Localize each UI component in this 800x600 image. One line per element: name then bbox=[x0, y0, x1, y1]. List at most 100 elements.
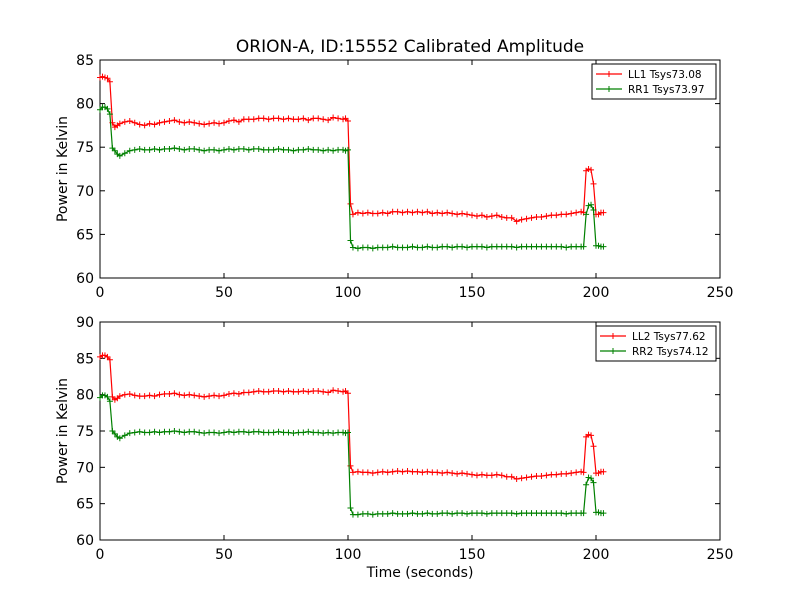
data-point bbox=[166, 428, 173, 435]
data-point bbox=[191, 428, 198, 435]
data-point bbox=[568, 210, 575, 217]
data-point bbox=[364, 510, 371, 517]
data-point bbox=[300, 429, 307, 436]
x-tick-label: 0 bbox=[96, 285, 105, 301]
data-point bbox=[146, 120, 153, 127]
data-point bbox=[285, 115, 292, 122]
data-point bbox=[444, 510, 451, 517]
data-point bbox=[590, 479, 597, 486]
data-point bbox=[508, 510, 515, 517]
data-point bbox=[265, 116, 272, 123]
data-point bbox=[305, 388, 312, 395]
data-point bbox=[600, 243, 607, 250]
data-point bbox=[464, 470, 471, 477]
data-point bbox=[347, 237, 354, 244]
data-point bbox=[161, 118, 168, 125]
y-tick-label: 70 bbox=[76, 460, 94, 476]
data-point bbox=[354, 511, 361, 518]
data-point bbox=[404, 510, 411, 517]
data-point bbox=[473, 472, 480, 479]
data-point bbox=[300, 388, 307, 395]
data-point bbox=[354, 209, 361, 216]
data-point bbox=[156, 391, 163, 398]
legend-marker bbox=[606, 71, 612, 77]
data-point bbox=[513, 510, 520, 517]
data-point bbox=[260, 115, 267, 122]
data-point bbox=[146, 392, 153, 399]
data-point bbox=[563, 510, 570, 517]
data-point bbox=[349, 211, 356, 218]
data-point bbox=[325, 146, 332, 153]
data-point bbox=[354, 468, 361, 475]
data-point bbox=[176, 118, 183, 125]
data-point bbox=[379, 209, 386, 216]
data-point bbox=[483, 244, 490, 251]
data-point bbox=[384, 469, 391, 476]
data-point bbox=[201, 393, 208, 400]
data-point bbox=[121, 150, 128, 157]
data-point bbox=[389, 468, 396, 475]
data-point bbox=[419, 244, 426, 251]
data-point bbox=[444, 469, 451, 476]
legend-label: RR2 Tsys74.12 bbox=[632, 346, 709, 358]
data-point bbox=[295, 116, 302, 123]
data-point bbox=[186, 391, 193, 398]
data-point bbox=[414, 208, 421, 215]
data-point bbox=[255, 388, 262, 395]
data-point bbox=[478, 212, 485, 219]
data-point bbox=[347, 462, 354, 469]
data-point bbox=[424, 510, 431, 517]
x-tick-label: 50 bbox=[215, 285, 233, 301]
data-point bbox=[270, 146, 277, 153]
data-point bbox=[280, 116, 287, 123]
series-rr2 bbox=[97, 392, 607, 518]
data-point bbox=[449, 510, 456, 517]
data-point bbox=[196, 120, 203, 127]
data-point bbox=[106, 78, 113, 85]
data-point bbox=[409, 510, 416, 517]
data-point bbox=[488, 472, 495, 479]
data-point bbox=[434, 244, 441, 251]
data-point bbox=[449, 244, 456, 251]
x-tick-label: 100 bbox=[335, 547, 362, 563]
data-point bbox=[290, 147, 297, 154]
data-point bbox=[225, 390, 232, 397]
data-point bbox=[166, 145, 173, 152]
data-point bbox=[216, 147, 223, 154]
data-point bbox=[553, 212, 560, 219]
chart-title: ORION-A, ID:15552 Calibrated Amplitude bbox=[236, 37, 584, 57]
data-point bbox=[369, 511, 376, 518]
data-point bbox=[191, 145, 198, 152]
data-point bbox=[573, 469, 580, 476]
data-point bbox=[518, 216, 525, 223]
data-point bbox=[588, 475, 595, 482]
data-point bbox=[434, 469, 441, 476]
y-tick-label: 60 bbox=[76, 533, 94, 549]
data-point bbox=[394, 208, 401, 215]
data-point bbox=[255, 428, 262, 435]
data-point bbox=[588, 166, 595, 173]
data-point bbox=[563, 470, 570, 477]
data-point bbox=[434, 209, 441, 216]
data-point bbox=[166, 118, 173, 125]
data-point bbox=[196, 429, 203, 436]
legend: LL2 Tsys77.62 RR2 Tsys74.12 bbox=[595, 325, 717, 362]
data-point bbox=[543, 213, 550, 220]
data-point bbox=[409, 243, 416, 250]
data-point bbox=[126, 430, 133, 437]
data-point bbox=[221, 429, 227, 436]
data-point bbox=[156, 146, 163, 153]
data-point bbox=[235, 118, 242, 125]
data-point bbox=[389, 243, 396, 250]
data-point bbox=[600, 468, 607, 475]
x-tick-label: 200 bbox=[583, 285, 610, 301]
data-point bbox=[295, 388, 302, 395]
legend-marker bbox=[610, 333, 616, 339]
data-point bbox=[216, 393, 223, 400]
data-point bbox=[404, 244, 411, 251]
data-point bbox=[285, 429, 292, 436]
x-tick-label: 150 bbox=[459, 285, 486, 301]
data-point bbox=[513, 475, 520, 482]
data-point bbox=[364, 209, 371, 216]
